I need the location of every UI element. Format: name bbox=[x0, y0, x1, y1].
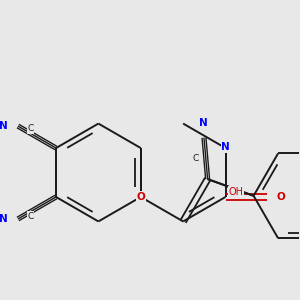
Text: C: C bbox=[28, 124, 34, 133]
Text: OH: OH bbox=[229, 187, 244, 197]
Text: N: N bbox=[221, 142, 230, 152]
Text: C: C bbox=[28, 212, 34, 221]
Text: N: N bbox=[0, 214, 8, 224]
Text: O: O bbox=[136, 192, 145, 202]
Text: N: N bbox=[0, 121, 8, 131]
Text: N: N bbox=[199, 118, 207, 128]
Text: C: C bbox=[193, 154, 199, 163]
Text: O: O bbox=[277, 192, 286, 202]
